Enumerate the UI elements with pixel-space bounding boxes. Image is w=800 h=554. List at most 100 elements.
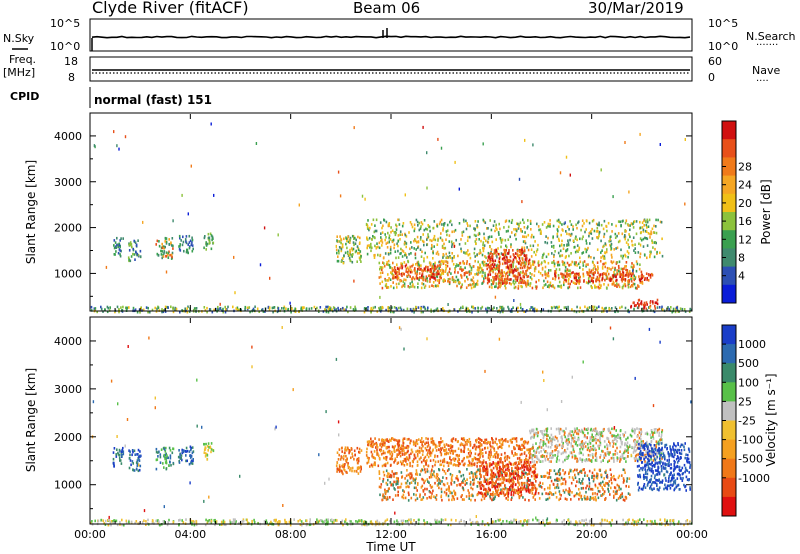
scatter-cell — [538, 279, 540, 282]
scatter-cell — [649, 233, 651, 236]
scatter-cell — [517, 271, 520, 275]
scatter-cell — [488, 458, 491, 461]
scatter-cell — [512, 472, 514, 476]
scatter-cell — [610, 268, 612, 271]
scatter-cell — [610, 242, 613, 246]
scatter-cell — [556, 232, 559, 236]
scatter-cell — [473, 251, 476, 255]
scatter-cell — [475, 238, 478, 241]
colorbar-tick-label: 16 — [738, 215, 752, 228]
scatter-cell — [594, 309, 596, 312]
scatter-cell — [494, 229, 496, 233]
scatter-cell — [431, 245, 433, 249]
scatter-cell — [133, 449, 136, 453]
scatter-cell — [635, 260, 638, 263]
scatter-cell — [507, 225, 510, 229]
scatter-cell — [511, 470, 514, 473]
scatter-cell — [602, 227, 605, 231]
scatter-cell — [453, 489, 455, 493]
scatter-cell — [548, 492, 551, 496]
scatter-cell — [181, 243, 184, 247]
scatter-cell — [524, 471, 527, 475]
scatter-cell — [349, 241, 351, 244]
scatter-cell — [570, 223, 573, 226]
scatter-cell — [542, 286, 544, 290]
scatter-cell — [170, 464, 172, 467]
scatter-cell — [570, 252, 572, 255]
scatter-cell — [471, 310, 473, 314]
scatter-cell — [631, 262, 633, 265]
scatter-cell — [342, 472, 344, 476]
scatter-cell — [512, 260, 515, 264]
scatter-cell — [512, 463, 515, 466]
scatter-cell — [400, 446, 402, 450]
scatter-cell — [603, 232, 606, 236]
scatter-cell — [491, 267, 493, 270]
scatter-cell — [445, 492, 448, 495]
scatter-cell — [190, 461, 192, 464]
scatter-cell — [349, 236, 352, 240]
scatter-cell — [479, 442, 481, 445]
scatter-speckle — [353, 126, 355, 130]
scatter-cell — [161, 256, 163, 260]
scatter-cell — [413, 311, 415, 314]
scatter-cell — [632, 277, 634, 280]
scatter-cell — [493, 266, 496, 270]
scatter-cell — [590, 232, 593, 235]
scatter-cell — [341, 464, 343, 468]
scatter-cell — [400, 279, 403, 283]
scatter-cell — [420, 498, 422, 501]
scatter-cell — [389, 245, 392, 249]
scatter-cell — [580, 494, 583, 498]
scatter-cell — [600, 481, 602, 485]
scatter-cell — [454, 280, 457, 284]
scatter-cell — [541, 482, 544, 485]
scatter-cell — [454, 491, 456, 495]
scatter-cell — [367, 460, 370, 464]
scatter-cell — [519, 448, 522, 451]
scatter-cell — [585, 228, 587, 231]
scatter-cell — [490, 453, 492, 457]
scatter-cell — [497, 446, 499, 450]
scatter-cell — [117, 451, 119, 455]
scatter-cell — [643, 224, 645, 227]
scatter-cell — [371, 246, 373, 250]
scatter-cell — [578, 493, 581, 497]
scatter-cell — [385, 308, 387, 312]
scatter-cell — [491, 472, 493, 475]
scatter-cell — [447, 464, 450, 468]
scatter-cell — [486, 478, 489, 482]
scatter-cell — [418, 449, 421, 453]
scatter-cell — [470, 498, 472, 502]
scatter-cell — [563, 477, 566, 481]
scatter-cell — [426, 277, 428, 280]
scatter-cell — [585, 281, 588, 284]
scatter-cell — [156, 239, 159, 243]
scatter-cell — [422, 275, 425, 279]
scatter-cell — [411, 277, 414, 281]
scatter-cell — [463, 446, 466, 450]
scatter-cell — [585, 250, 588, 254]
scatter-cell — [161, 242, 163, 246]
scatter-cell — [623, 478, 625, 482]
scatter-cell — [630, 305, 632, 309]
scatter-cell — [549, 222, 551, 226]
scatter-cell — [602, 245, 604, 249]
scatter-cell — [454, 268, 456, 272]
scatter-cell — [492, 269, 494, 272]
scatter-cell — [456, 484, 458, 487]
scatter-cell — [550, 491, 552, 495]
scatter-cell — [488, 255, 490, 259]
scatter-cell — [496, 478, 498, 481]
cpid-panel: CPID normal (fast) 151 — [10, 87, 212, 108]
scatter-cell — [500, 252, 503, 255]
scatter-cell — [527, 488, 530, 491]
scatter-cell — [582, 274, 585, 278]
scatter-cell — [515, 443, 518, 447]
scatter-cell — [537, 492, 540, 495]
scatter-cell — [588, 306, 591, 309]
scatter-speckle — [532, 143, 534, 147]
scatter-cell — [430, 496, 432, 500]
scatter-cell — [596, 475, 599, 478]
scatter-cell — [601, 306, 603, 310]
